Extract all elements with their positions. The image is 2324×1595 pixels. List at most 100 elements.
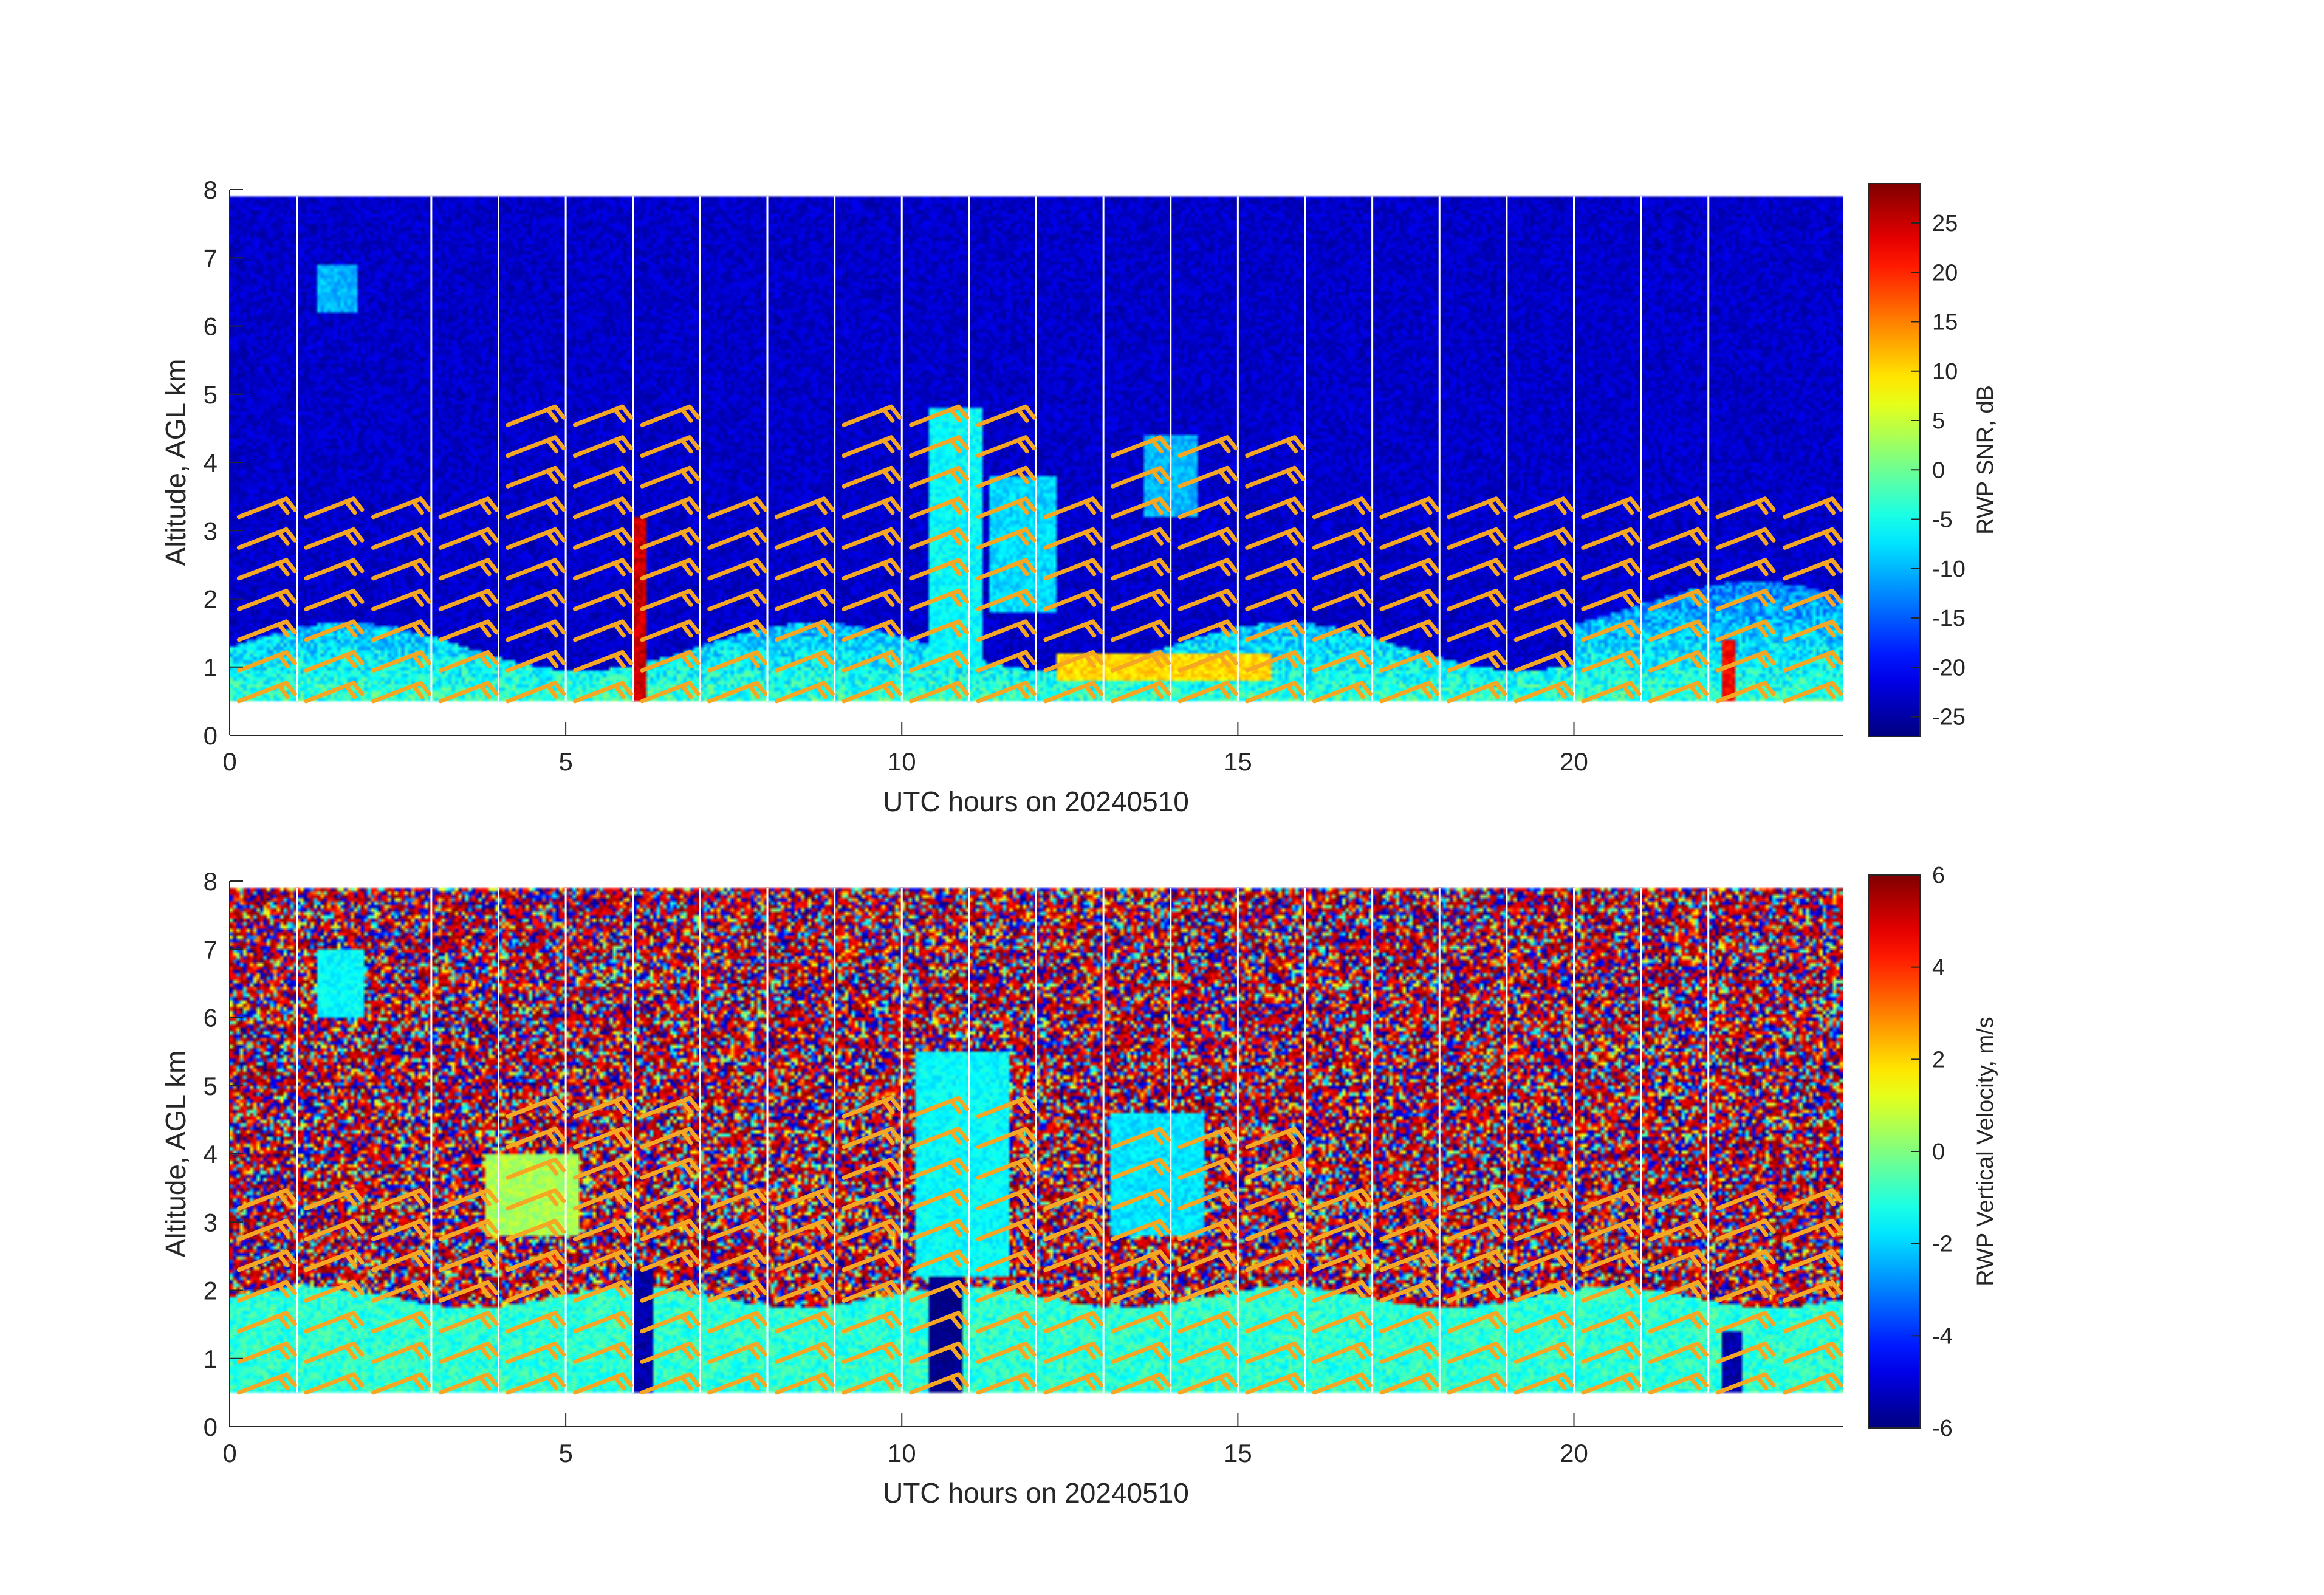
velocity-plot-area [230,881,1843,1427]
wind-barb [976,1249,1037,1272]
x-tick-label: 15 [1224,1439,1252,1467]
wind-barb [371,1218,432,1241]
wind-barb [976,681,1037,704]
wind-barb [1177,435,1238,458]
wind-barb [1245,650,1306,673]
y-tick-label: 8 [204,867,218,896]
wind-barb [438,650,499,673]
y-tick-label: 4 [204,1140,218,1168]
wind-barb [572,465,633,489]
wind-barb [1043,1249,1104,1272]
wind-barb [842,558,902,581]
velocity-time-gap-lines [296,888,1710,1393]
wind-barb [774,496,835,520]
wind-barb [1312,1341,1373,1364]
wind-barb [1783,558,1843,581]
wind-barb [1110,435,1171,458]
wind-barb [236,1188,297,1211]
wind-barb [1513,1280,1574,1303]
wind-barb [707,1341,768,1364]
colorbar-tick-label: 20 [1932,260,1958,286]
wind-barb [1783,681,1843,704]
wind-barb [1783,1188,1843,1211]
colorbar-tick-label: 4 [1932,955,1945,981]
wind-barb [572,527,633,550]
wind-barb [236,1311,297,1334]
wind-barb [842,435,902,458]
wind-barb [304,1341,365,1364]
wind-barb [842,1127,902,1150]
wind-barb [1581,1341,1642,1364]
wind-barb [1648,681,1709,704]
wind-barb [1312,681,1373,704]
wind-barb [1715,1188,1776,1211]
wind-barb [1379,1188,1440,1211]
snr-plot-area [230,190,1843,735]
wind-barb [1110,1249,1171,1272]
colorbar-tick-label: 5 [1932,408,1945,434]
wind-barb [572,1157,633,1180]
snr-panel: 0 5 10 15 20 0 1 2 3 4 5 6 7 8 UTC hours on 20240510… [160,176,1998,817]
wind-barb [371,527,432,550]
wind-barb [1581,1249,1642,1272]
wind-barb [1312,1372,1373,1395]
wind-barb [707,1280,768,1303]
wind-barb [842,1188,902,1211]
wind-barb [572,558,633,581]
y-tick-label: 7 [204,244,218,272]
wind-barb [304,1249,365,1272]
wind-barb [909,650,970,673]
wind-barb [976,1157,1037,1180]
wind-barb [976,435,1037,458]
wind-barb [1783,619,1843,642]
wind-barb [1110,650,1171,673]
wind-barb [1581,1311,1642,1334]
wind-barb [909,681,970,704]
wind-barb [976,527,1037,550]
wind-barb [506,558,566,581]
wind-barb [438,527,499,550]
snr-x-ticks: 0 5 10 15 20 [222,722,1588,776]
wind-barb [640,650,701,673]
wind-barb [640,1311,701,1334]
wind-barb [909,527,970,550]
wind-barb [304,1280,365,1303]
wind-barb [236,1218,297,1241]
velocity-colorbar: -6 -4 -2 0 2 4 6 RWP Vertical Velocity, m/s [1868,863,1998,1441]
x-tick-label: 10 [888,747,916,776]
wind-barb [1447,1218,1507,1241]
colorbar-tick-label: 0 [1932,1139,1945,1165]
wind-barb [976,650,1037,673]
snr-wind-barbs [236,404,1843,704]
wind-barb [640,1372,701,1395]
wind-barb [1312,527,1373,550]
wind-barb [1379,588,1440,611]
wind-barb [842,650,902,673]
wind-barb [909,1311,970,1334]
wind-barb [438,1311,499,1334]
wind-barb [506,527,566,550]
wind-barb [438,681,499,704]
wind-barb [1379,1280,1440,1303]
wind-barb [842,681,902,704]
wind-barb [1312,558,1373,581]
wind-barb [1648,496,1709,520]
wind-barb [506,465,566,489]
wind-barb [976,1127,1037,1150]
wind-barb [438,588,499,611]
wind-barb [371,1280,432,1303]
wind-barb [1648,1188,1709,1211]
wind-barb [1447,1372,1507,1395]
wind-barb [1177,1249,1238,1272]
wind-barb [371,1341,432,1364]
wind-barb [1312,650,1373,673]
wind-barb [976,465,1037,489]
wind-barb [572,1096,633,1119]
wind-barb [1648,527,1709,550]
wind-barb [774,1249,835,1272]
wind-barb [1043,650,1104,673]
wind-barb [236,1280,297,1303]
colorbar-tick-label: -25 [1932,705,1966,730]
wind-barb [304,1218,365,1241]
x-tick-label: 20 [1560,747,1588,776]
